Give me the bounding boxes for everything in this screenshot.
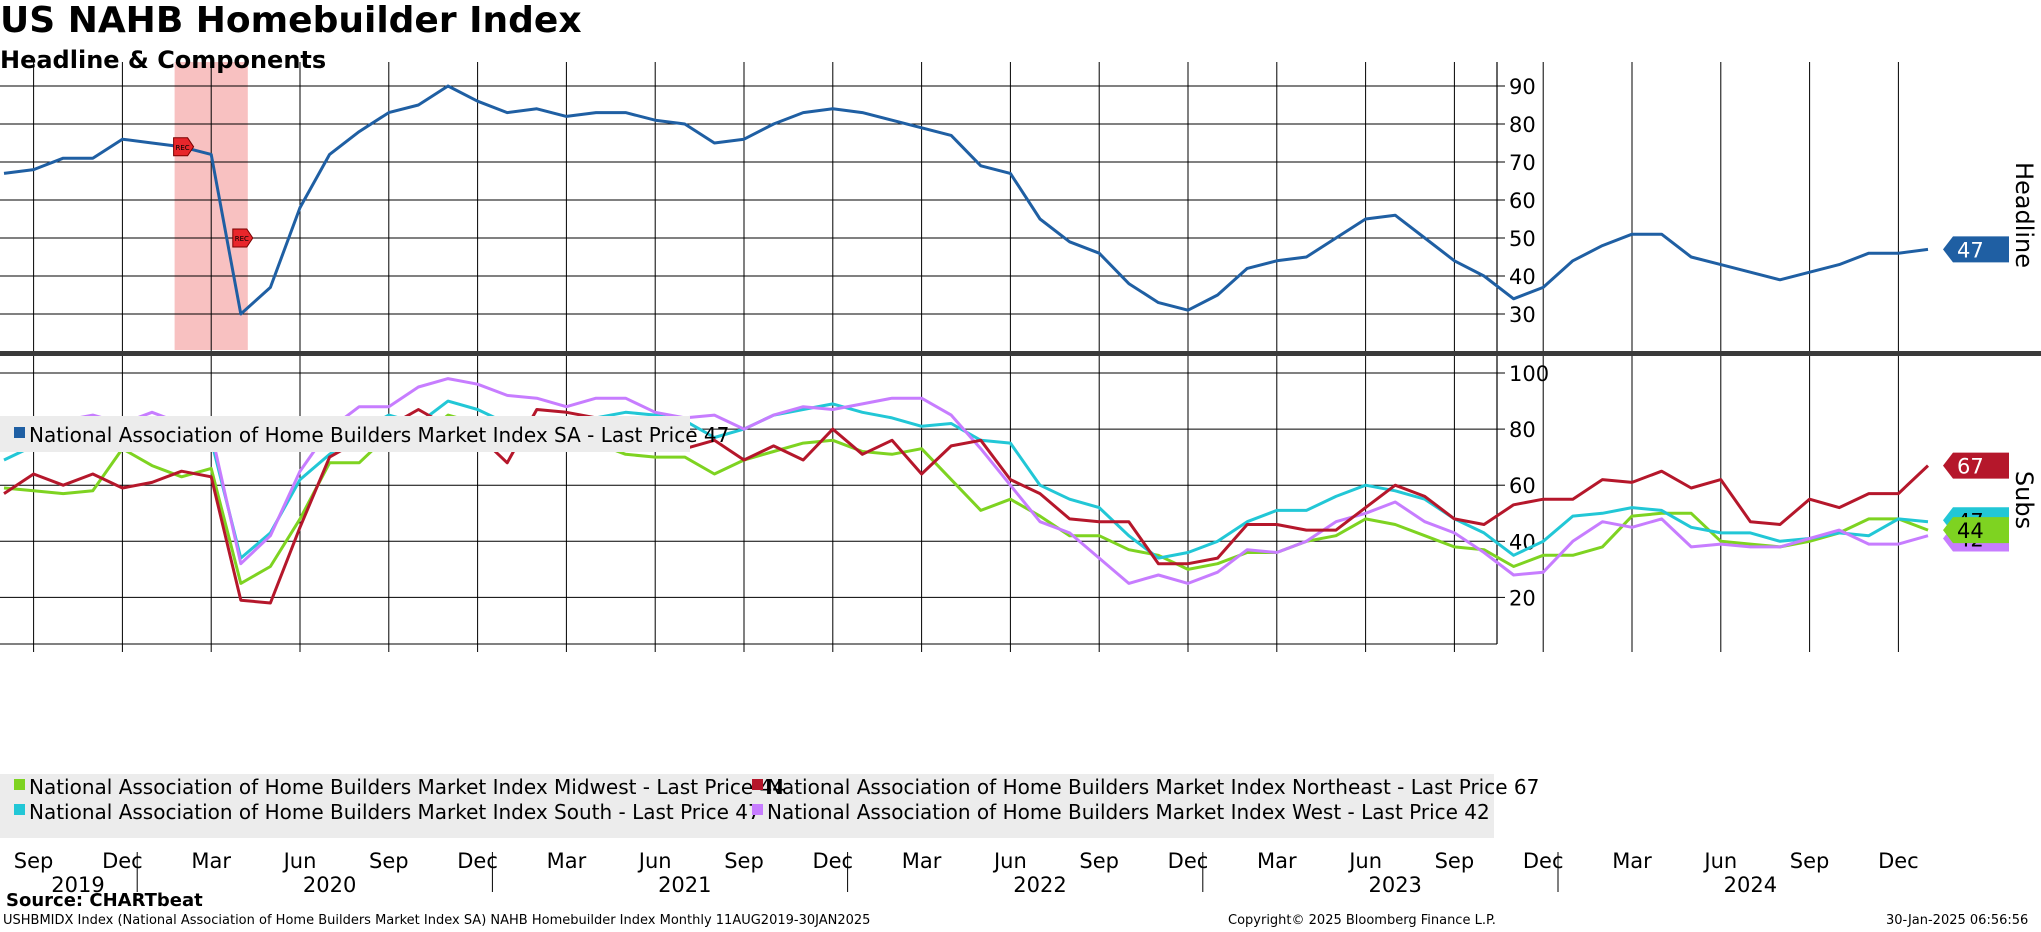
northeast-legend-swatch bbox=[752, 779, 763, 790]
y-tick-label: 40 bbox=[1509, 265, 1536, 289]
x-year-label: 2019 bbox=[51, 873, 104, 897]
x-month-label: Mar bbox=[1612, 849, 1652, 873]
top-axis-title: Headline bbox=[2010, 162, 2038, 268]
rec-marker-label: REC bbox=[176, 144, 190, 152]
northeast-last-tag-label: 67 bbox=[1957, 455, 1984, 479]
x-month-label: Sep bbox=[1079, 849, 1119, 873]
x-month-label: Sep bbox=[1790, 849, 1830, 873]
x-year-label: 2021 bbox=[658, 873, 711, 897]
y-tick-label: 80 bbox=[1509, 113, 1536, 137]
headline-legend-label: National Association of Home Builders Ma… bbox=[29, 423, 729, 447]
panel-separator bbox=[0, 351, 2041, 356]
x-month-label: Jun bbox=[1702, 849, 1737, 873]
south-legend-swatch bbox=[14, 804, 25, 815]
northeast-last-tag bbox=[1943, 452, 2009, 479]
copyright-notice: Copyright© 2025 Bloomberg Finance L.P. bbox=[1228, 913, 1496, 928]
x-month-label: Sep bbox=[724, 849, 764, 873]
x-month-label: Sep bbox=[369, 849, 409, 873]
x-month-label: Dec bbox=[457, 849, 498, 873]
x-month-label: Sep bbox=[1435, 849, 1475, 873]
headline-last-tag bbox=[1943, 236, 2009, 263]
y-tick-label: 90 bbox=[1509, 75, 1536, 99]
y-tick-label: 30 bbox=[1509, 303, 1536, 327]
top-legend-bg bbox=[0, 416, 690, 452]
x-month-label: Mar bbox=[191, 849, 231, 873]
rec-marker-label: REC bbox=[235, 235, 249, 243]
northeast-series-line bbox=[3, 408, 1930, 605]
west-legend-swatch bbox=[752, 804, 763, 815]
x-month-label: Dec bbox=[812, 849, 853, 873]
rec-marker-end: REC bbox=[232, 228, 254, 248]
chart-title: US NAHB Homebuilder Index bbox=[0, 0, 582, 41]
y-tick-label: 70 bbox=[1509, 151, 1536, 175]
rec-marker-shape bbox=[232, 228, 254, 248]
bottom-panel-bg bbox=[0, 356, 1497, 644]
y-tick-label: 60 bbox=[1509, 189, 1536, 213]
x-month-label: Dec bbox=[1168, 849, 1209, 873]
top-panel-bg bbox=[0, 62, 1497, 352]
y-tick-label: 50 bbox=[1509, 227, 1536, 251]
rec-marker-start: REC bbox=[173, 137, 195, 157]
bottom-axis-title: Subs bbox=[2010, 471, 2038, 529]
x-month-label: Mar bbox=[902, 849, 942, 873]
x-month-label: Jun bbox=[637, 849, 672, 873]
x-month-label: Sep bbox=[14, 849, 54, 873]
x-month-label: Dec bbox=[1878, 849, 1919, 873]
x-year-label: 2020 bbox=[303, 873, 356, 897]
midwest-legend-label: National Association of Home Builders Ma… bbox=[29, 775, 785, 799]
y-tick-label: 20 bbox=[1509, 586, 1536, 610]
x-year-label: 2024 bbox=[1724, 873, 1777, 897]
rec-marker-shape bbox=[173, 137, 195, 157]
timestamp: 30-Jan-2025 06:56:56 bbox=[1886, 913, 2029, 928]
x-year-label: 2023 bbox=[1368, 873, 1421, 897]
midwest-legend-swatch bbox=[14, 779, 25, 790]
ticker-description: USHBMIDX Index (National Association of … bbox=[3, 913, 871, 928]
x-month-label: Mar bbox=[1257, 849, 1297, 873]
x-month-label: Mar bbox=[547, 849, 587, 873]
northeast-legend-label: National Association of Home Builders Ma… bbox=[767, 775, 1539, 799]
x-year-label: 2022 bbox=[1013, 873, 1066, 897]
x-month-label: Jun bbox=[282, 849, 317, 873]
south-legend-label: National Association of Home Builders Ma… bbox=[29, 800, 761, 824]
headline-last-tag-label: 47 bbox=[1957, 238, 1984, 262]
headline-series-line bbox=[3, 84, 1929, 316]
source-note: Source: CHARTbeat bbox=[6, 890, 203, 911]
bottom-legend-bg bbox=[0, 774, 1494, 838]
x-month-label: Dec bbox=[102, 849, 143, 873]
x-month-label: Jun bbox=[992, 849, 1027, 873]
x-month-label: Jun bbox=[1347, 849, 1382, 873]
chart-subtitle: Headline & Components bbox=[0, 46, 327, 74]
west-legend-label: National Association of Home Builders Ma… bbox=[767, 800, 1490, 824]
y-tick-label: 60 bbox=[1509, 474, 1536, 498]
y-tick-label: 80 bbox=[1509, 418, 1536, 442]
midwest-last-tag-label: 44 bbox=[1957, 519, 1984, 543]
midwest-last-tag bbox=[1943, 517, 2009, 544]
y-tick-label: 100 bbox=[1509, 362, 1549, 386]
x-month-label: Dec bbox=[1523, 849, 1564, 873]
headline-legend-swatch bbox=[14, 427, 25, 438]
